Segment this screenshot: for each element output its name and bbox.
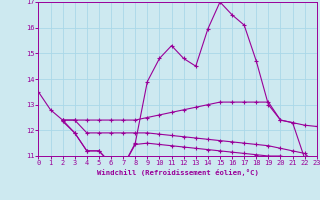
X-axis label: Windchill (Refroidissement éolien,°C): Windchill (Refroidissement éolien,°C)	[97, 169, 259, 176]
